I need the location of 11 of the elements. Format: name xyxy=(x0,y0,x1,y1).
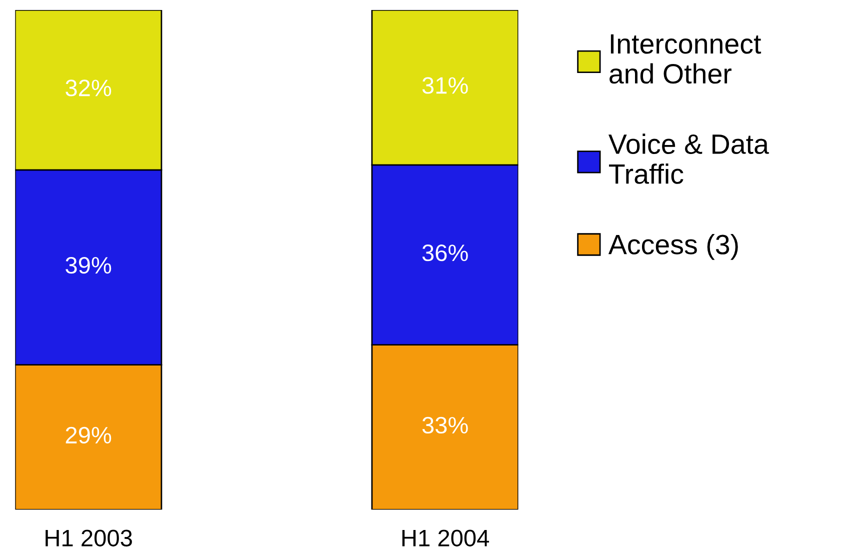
data-label: 39% xyxy=(66,256,112,274)
legend-label: Access (3) xyxy=(608,234,738,260)
data-label: 33% xyxy=(422,416,468,434)
legend-label: Interconnect and Other xyxy=(610,34,762,84)
data-label: 29% xyxy=(66,426,112,444)
data-label: 36% xyxy=(422,244,468,262)
x-tick-label: H1 2004 xyxy=(402,530,490,546)
legend-label: Voice & Data Traffic xyxy=(608,134,769,184)
data-label: 32% xyxy=(66,80,112,96)
x-tick-label: H1 2003 xyxy=(46,530,132,546)
data-label: 31% xyxy=(422,77,468,94)
